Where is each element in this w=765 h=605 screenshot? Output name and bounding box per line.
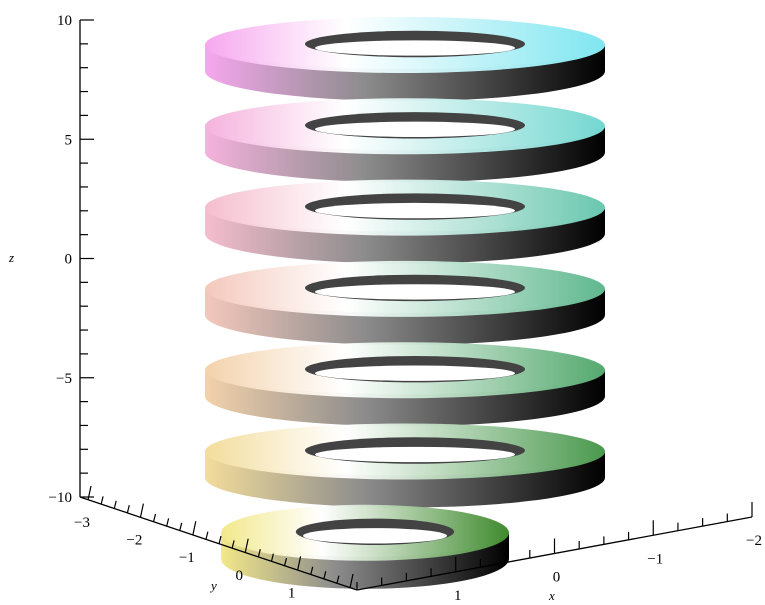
y-minor-tick — [218, 535, 222, 545]
y-minor-tick — [310, 566, 314, 575]
y-tick — [349, 573, 354, 589]
y-minor-tick — [113, 500, 117, 509]
y-tick — [87, 485, 92, 501]
y-tick — [139, 503, 144, 518]
y-minor-tick — [166, 518, 170, 527]
coil-turn — [205, 342, 605, 427]
y-tick-label: −3 — [74, 515, 90, 531]
y-tick-label: −1 — [179, 550, 195, 566]
coil-gap — [315, 446, 515, 463]
y-tick-label: −2 — [126, 533, 142, 549]
x-tick-label: 0 — [553, 570, 561, 586]
y-minor-tick — [257, 549, 261, 558]
coil-turn — [205, 98, 605, 183]
z-axis-label: z — [8, 250, 14, 265]
coil-gap — [315, 202, 515, 219]
x-tick-label: −1 — [647, 551, 663, 567]
coil-turn — [205, 260, 605, 345]
coil-gap — [303, 528, 447, 544]
coil-turn — [205, 17, 605, 101]
coil-turn — [205, 423, 605, 508]
y-tick — [192, 521, 197, 536]
y-minor-tick — [323, 571, 327, 580]
coil-gap — [315, 365, 515, 381]
x-tick-label: −2 — [746, 533, 762, 549]
x-axis-label: x — [548, 588, 555, 603]
y-minor-tick — [100, 496, 104, 505]
z-tick-label: −10 — [49, 490, 72, 506]
z-tick-label: 10 — [57, 13, 72, 29]
y-minor-tick — [126, 505, 130, 514]
y-tick-label: 1 — [288, 585, 296, 601]
x-tick-label: 1 — [454, 588, 462, 604]
y-minor-tick — [179, 522, 183, 531]
y-minor-tick — [336, 575, 340, 584]
z-tick-label: 5 — [65, 132, 73, 148]
coil-surface — [205, 17, 605, 589]
y-minor-tick — [270, 553, 274, 562]
z-tick-label: 0 — [65, 252, 73, 268]
z-tick-label: −5 — [56, 371, 72, 387]
labels-group: z y x — [8, 250, 555, 603]
coil-gap — [315, 284, 515, 300]
y-minor-tick — [152, 513, 157, 523]
y-minor-tick — [231, 540, 235, 549]
coil-gap — [315, 121, 515, 137]
y-tick-label: 0 — [235, 568, 243, 584]
y-minor-tick — [205, 531, 209, 540]
y-minor-tick — [283, 557, 288, 567]
y-tick — [297, 556, 302, 571]
y-tick-label: 2 — [340, 603, 348, 605]
coil-turn — [205, 179, 605, 264]
coil-gap — [315, 40, 515, 56]
y-axis-label: y — [209, 578, 217, 593]
y-tick — [244, 538, 249, 553]
coil-turn — [221, 504, 509, 589]
